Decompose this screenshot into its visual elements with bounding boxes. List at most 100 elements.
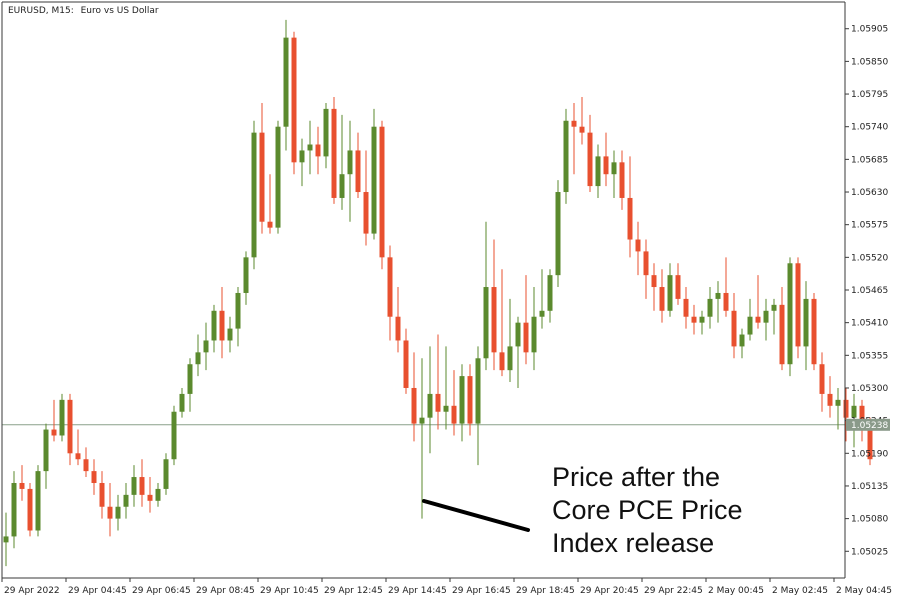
candle-bullish <box>243 251 249 305</box>
candle-body <box>291 37 297 163</box>
candle-body <box>187 364 193 394</box>
candle-bearish <box>139 459 145 507</box>
candle-bullish <box>323 102 329 169</box>
candle-body <box>123 494 129 507</box>
y-tick-label: 1.05135 <box>851 482 888 492</box>
candle-body <box>547 275 553 311</box>
candle-bullish <box>3 512 9 567</box>
candle-body <box>315 144 321 157</box>
candle-body <box>411 387 417 424</box>
candle-bearish <box>731 292 737 359</box>
candle-body <box>355 150 361 193</box>
candle-bullish <box>555 180 561 288</box>
candle-body <box>467 376 473 424</box>
x-tick-label: 2 May 04:45 <box>836 586 892 596</box>
x-tick-label: 29 Apr 2022 <box>4 586 60 596</box>
candle-body <box>603 156 609 175</box>
candle-body <box>763 310 769 323</box>
y-tick-label: 1.05685 <box>851 155 888 165</box>
candle-body <box>3 536 9 543</box>
candle-bearish <box>107 482 113 537</box>
candle-body <box>651 275 657 288</box>
x-tick-label: 29 Apr 20:45 <box>580 586 639 596</box>
candle-body <box>99 482 105 507</box>
x-tick-label: 29 Apr 06:45 <box>132 586 191 596</box>
candle-bullish <box>155 482 161 507</box>
candle-bearish <box>67 393 73 466</box>
annotation-pointer-line <box>422 499 530 532</box>
candle-bullish <box>59 393 65 442</box>
candle-body <box>571 120 577 127</box>
candle-bullish <box>235 287 241 347</box>
candle-body <box>795 263 801 347</box>
candle-bullish <box>563 108 569 204</box>
candle-body <box>131 477 137 495</box>
candle-body <box>347 150 353 175</box>
candle-body <box>155 488 161 501</box>
candle-bearish <box>635 221 641 276</box>
candle-body <box>179 393 185 412</box>
candle-body <box>715 292 721 299</box>
candle-body <box>699 316 705 323</box>
x-tick-label: 29 Apr 16:45 <box>452 586 511 596</box>
candle-bullish <box>531 287 537 371</box>
x-tick-label: 29 Apr 10:45 <box>260 586 319 596</box>
candle-bearish <box>691 304 697 335</box>
candle-body <box>555 192 561 276</box>
candle-bullish <box>611 150 617 198</box>
candle-bearish <box>683 287 689 329</box>
y-tick-label: 1.05520 <box>851 253 888 263</box>
candle-bullish <box>115 494 121 531</box>
candle-body <box>75 453 81 460</box>
candle-bullish <box>187 358 193 412</box>
candle-bearish <box>843 387 849 442</box>
candle-body <box>19 482 25 489</box>
candle-body <box>115 506 121 519</box>
candle-body <box>491 287 497 353</box>
candle-body <box>619 162 625 198</box>
candle-bearish <box>355 132 361 198</box>
candle-bullish <box>419 358 425 519</box>
candle-body <box>275 126 281 228</box>
candle-body <box>587 132 593 187</box>
candle-bullish <box>131 465 137 507</box>
x-tick-label: 29 Apr 12:45 <box>324 586 383 596</box>
candle-bullish <box>787 257 793 377</box>
candle-body <box>803 298 809 347</box>
candle-body <box>91 471 97 483</box>
candle-bullish <box>595 144 601 198</box>
candle-bearish <box>819 352 825 412</box>
candle-bearish <box>571 102 577 175</box>
candle-body <box>227 328 233 341</box>
candle-body <box>435 393 441 412</box>
candle-body <box>259 132 265 222</box>
candle-body <box>11 482 17 537</box>
candle-bullish <box>203 322 209 371</box>
y-tick-label: 1.05850 <box>851 57 888 67</box>
candle-body <box>539 310 545 317</box>
current-price-badge <box>846 418 890 431</box>
candle-bearish <box>491 239 497 371</box>
candle-bullish <box>803 281 809 371</box>
candle-body <box>723 292 729 311</box>
candle-body <box>827 393 833 406</box>
candle-bullish <box>307 120 313 175</box>
candle-bearish <box>331 97 337 204</box>
candle-bullish <box>763 298 769 341</box>
candle-bearish <box>27 482 33 537</box>
candle-bullish <box>171 405 177 466</box>
candle-body <box>595 156 601 187</box>
candle-bullish <box>11 471 17 549</box>
candle-bullish <box>227 316 233 353</box>
candle-bullish <box>483 221 489 371</box>
y-tick-label: 1.05575 <box>851 221 888 231</box>
candle-body <box>203 340 209 353</box>
candle-bearish <box>83 447 89 478</box>
candle-bearish <box>379 120 385 270</box>
candle-bullish <box>163 453 169 495</box>
candle-bullish <box>179 387 185 418</box>
candle-body <box>403 340 409 388</box>
x-tick-label: 2 May 02:45 <box>772 586 828 596</box>
candle-body <box>819 364 825 394</box>
